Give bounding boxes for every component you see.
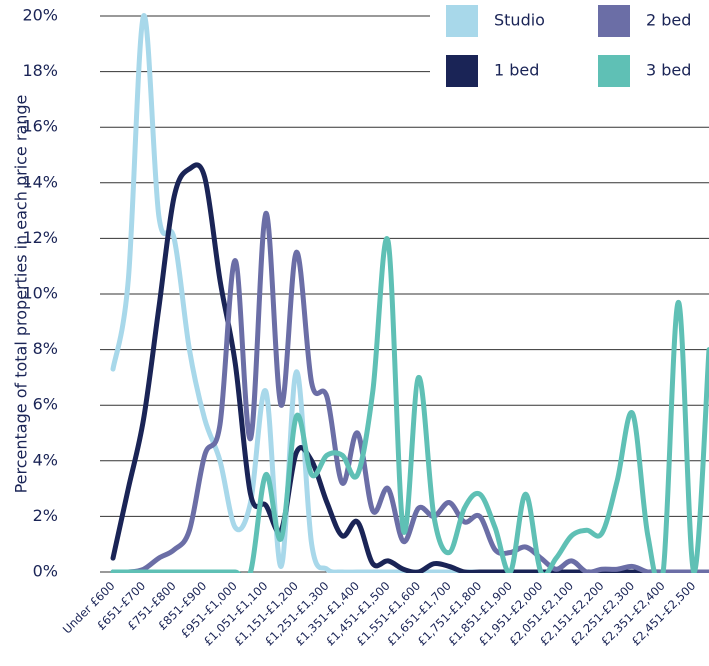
y-tick-label: 12% <box>22 228 58 247</box>
y-tick-label: 0% <box>33 562 58 581</box>
legend-label: 1 bed <box>494 61 539 80</box>
y-tick-label: 10% <box>22 284 58 303</box>
legend-swatch <box>446 5 478 37</box>
y-tick-label: 4% <box>33 450 58 469</box>
y-tick-label: 20% <box>22 6 58 25</box>
plot <box>110 13 709 573</box>
y-tick-label: 8% <box>33 339 58 358</box>
series-line <box>110 210 709 573</box>
y-tick-label: 18% <box>22 61 58 80</box>
legend-label: 2 bed <box>646 11 691 30</box>
y-tick-label: 14% <box>22 172 58 191</box>
legend-label: 3 bed <box>646 61 691 80</box>
y-tick-label: 6% <box>33 395 58 414</box>
y-axis-title: Percentage of total properties in each p… <box>12 95 31 494</box>
legend-label: Studio <box>494 11 545 30</box>
series-line <box>110 162 709 573</box>
legend-swatch <box>446 55 478 87</box>
legend: Studio 1 bed 2 bed 3 bed <box>430 0 709 96</box>
y-tick-label: 16% <box>22 117 58 136</box>
legend-swatch <box>598 55 630 87</box>
series-line <box>110 236 709 573</box>
legend-swatch <box>598 5 630 37</box>
y-tick-label: 2% <box>33 506 58 525</box>
